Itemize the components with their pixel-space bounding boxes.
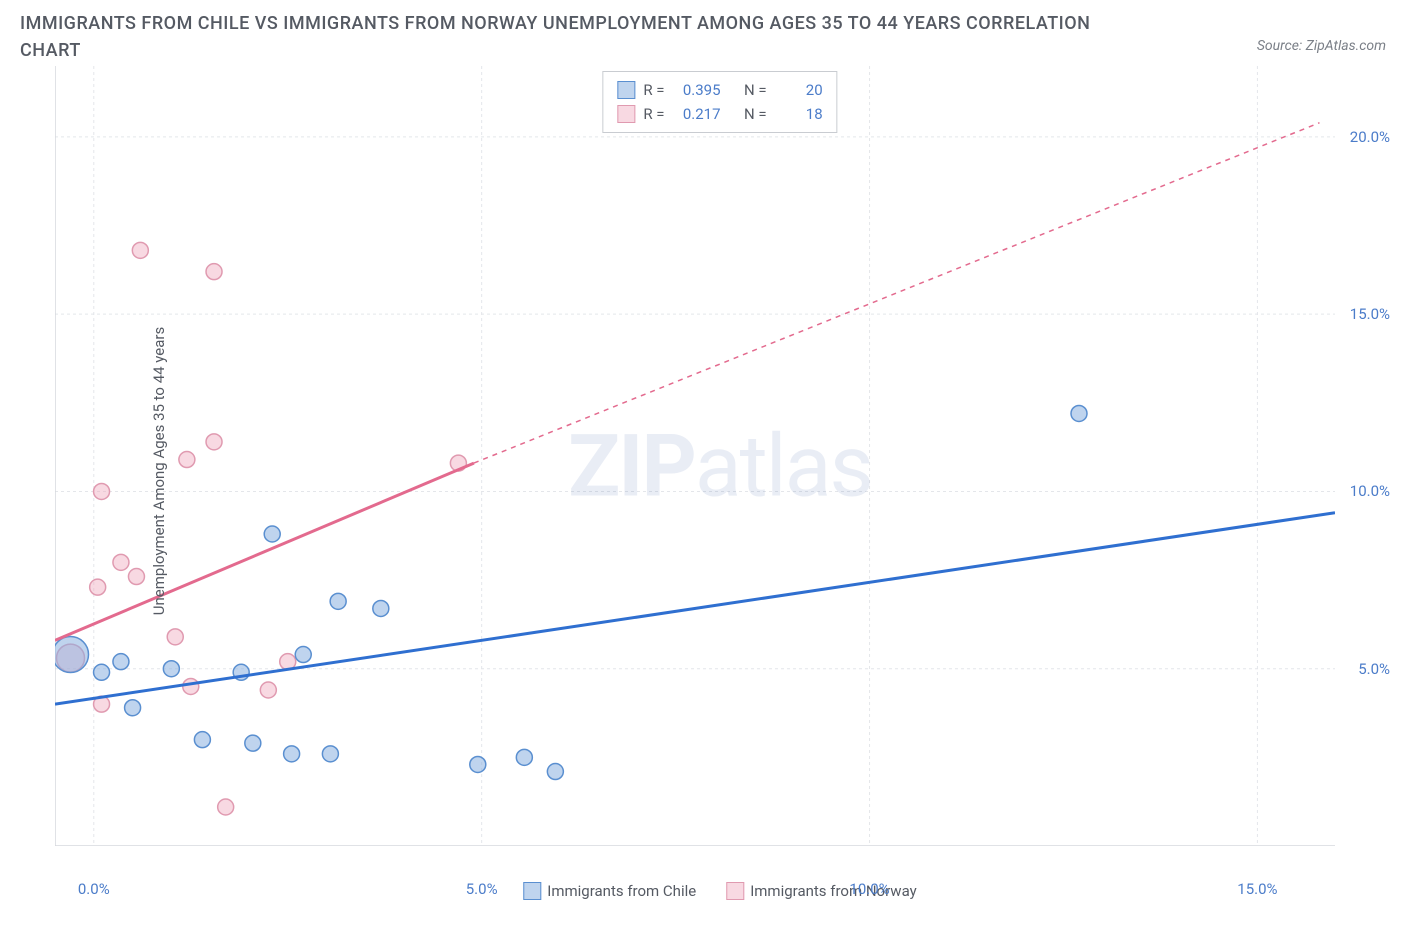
n-value: 18 — [775, 102, 823, 126]
data-point-norway — [183, 678, 199, 694]
data-point-chile — [55, 637, 89, 673]
regression-line-norway — [55, 463, 474, 640]
y-tick-label: 15.0% — [1350, 305, 1390, 323]
data-point-norway — [132, 242, 148, 258]
x-tick-label: 5.0% — [466, 880, 498, 898]
legend-label: Immigrants from Norway — [750, 882, 917, 900]
n-label: N = — [744, 78, 767, 102]
data-point-norway — [206, 434, 222, 450]
data-point-chile — [245, 735, 261, 751]
r-value: 0.217 — [673, 102, 721, 126]
data-point-chile — [284, 746, 300, 762]
stats-row-norway: R = 0.217 N = 18 — [617, 102, 822, 126]
x-tick-label: 15.0% — [1237, 880, 1277, 898]
swatch-norway — [726, 882, 744, 900]
data-point-norway — [206, 264, 222, 280]
n-label: N = — [744, 102, 767, 126]
data-point-chile — [94, 664, 110, 680]
data-point-chile — [547, 764, 563, 780]
y-tick-label: 5.0% — [1358, 660, 1390, 678]
data-point-norway — [94, 483, 110, 499]
data-point-chile — [322, 746, 338, 762]
x-tick-label: 0.0% — [78, 880, 110, 898]
legend-label: Immigrants from Chile — [547, 882, 696, 900]
data-point-chile — [125, 700, 141, 716]
r-value: 0.395 — [673, 78, 721, 102]
y-axis-label: Unemployment Among Ages 35 to 44 years — [150, 327, 168, 615]
data-point-norway — [260, 682, 276, 698]
data-point-chile — [1071, 405, 1087, 421]
stats-legend: R = 0.395 N = 20 R = 0.217 N = 18 — [602, 71, 837, 133]
data-point-chile — [194, 732, 210, 748]
source-attribution: Source: ZipAtlas.com — [1257, 38, 1386, 54]
regression-ext-norway — [474, 123, 1320, 463]
data-point-norway — [128, 569, 144, 585]
data-point-chile — [295, 647, 311, 663]
data-point-chile — [330, 593, 346, 609]
y-tick-label: 10.0% — [1350, 482, 1390, 500]
data-point-norway — [113, 554, 129, 570]
swatch-chile — [617, 81, 635, 99]
data-point-chile — [516, 749, 532, 765]
data-point-chile — [264, 526, 280, 542]
chart-title: IMMIGRANTS FROM CHILE VS IMMIGRANTS FROM… — [20, 10, 1120, 64]
r-label: R = — [643, 102, 664, 126]
regression-line-chile — [55, 513, 1335, 704]
x-tick-label: 10.0% — [849, 880, 889, 898]
n-value: 20 — [775, 78, 823, 102]
swatch-norway — [617, 105, 635, 123]
scatter-plot-svg — [55, 66, 1335, 846]
plot-area: Unemployment Among Ages 35 to 44 years Z… — [55, 66, 1385, 876]
data-point-norway — [218, 799, 234, 815]
data-point-chile — [163, 661, 179, 677]
data-point-norway — [179, 452, 195, 468]
stats-row-chile: R = 0.395 N = 20 — [617, 78, 822, 102]
data-point-norway — [167, 629, 183, 645]
data-point-chile — [470, 756, 486, 772]
data-point-norway — [90, 579, 106, 595]
header-row: IMMIGRANTS FROM CHILE VS IMMIGRANTS FROM… — [0, 0, 1406, 66]
legend-item-chile: Immigrants from Chile — [523, 882, 696, 900]
data-point-chile — [113, 654, 129, 670]
y-tick-label: 20.0% — [1350, 128, 1390, 146]
data-point-chile — [373, 600, 389, 616]
r-label: R = — [643, 78, 664, 102]
swatch-chile — [523, 882, 541, 900]
